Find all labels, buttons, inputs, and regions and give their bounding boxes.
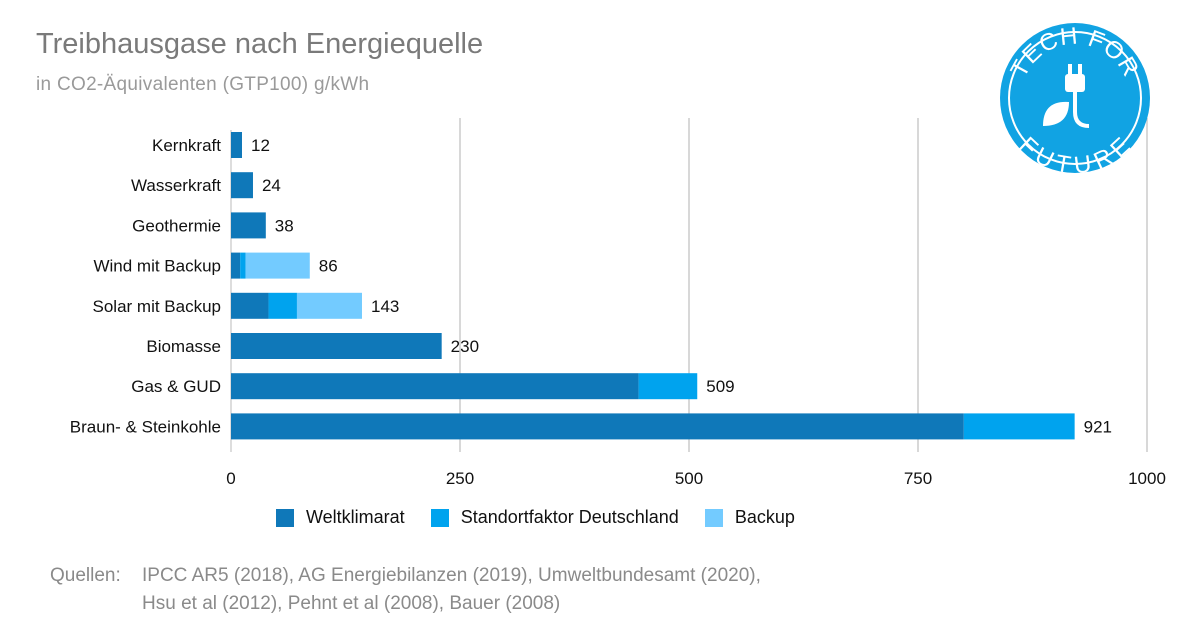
legend-item-backup: Backup [704,507,795,528]
legend-label: Weltklimarat [306,507,405,527]
chart-subtitle: in CO2-Äquivalenten (GTP100) g/kWh [36,74,370,95]
category-label: Biomasse [146,337,221,356]
legend: Weltklimarat Standortfaktor Deutschland … [276,507,821,528]
category-label: Geothermie [132,216,221,235]
category-label: Wasserkraft [131,176,221,195]
bar-segment [245,252,310,279]
data-label: 230 [451,337,479,356]
bar-segment [268,292,297,319]
category-label: Kernkraft [152,136,221,155]
bar-segment [231,373,639,400]
data-label: 86 [319,257,338,276]
sources-label: Quellen: [50,565,121,586]
bar-segment [240,252,246,279]
legend-item-standortfaktor: Standortfaktor Deutschland [430,507,679,528]
chart-title: Treibhausgase nach Energiequelle [36,28,484,60]
tech-for-future-logo: TECH FOR FUTURE [1000,22,1150,174]
bar-segment [638,373,698,400]
sources-line-2: Hsu et al (2012), Pehnt et al (2008), Ba… [142,593,561,614]
legend-label: Standortfaktor Deutschland [460,507,679,527]
bar-segment [231,252,241,279]
bar-segment [231,172,253,199]
bar-segment [296,292,362,319]
bar-segment [231,212,266,239]
bar-segment [231,413,964,440]
bar-segment [231,333,442,359]
x-tick-label: 250 [446,469,474,488]
data-label: 509 [706,377,734,396]
data-label: 12 [251,136,270,155]
bar-segment [231,292,269,319]
data-label: 24 [262,176,281,195]
x-tick-label: 500 [675,469,703,488]
category-label: Braun- & Steinkohle [70,417,221,436]
bar-segment [231,132,242,158]
legend-swatch [704,508,723,527]
category-label: Wind mit Backup [93,257,221,276]
legend-label: Backup [734,507,795,527]
data-label: 38 [275,216,294,235]
bar-segment [963,413,1075,440]
data-label: 143 [371,297,399,316]
category-label: Gas & GUD [131,377,221,396]
x-tick-label: 0 [226,469,235,488]
data-label: 921 [1084,417,1112,436]
x-tick-label: 750 [904,469,932,488]
logo-ring [1008,31,1142,165]
x-tick-label: 1000 [1128,469,1166,488]
legend-item-weltklimarat: Weltklimarat [276,507,405,528]
plug-leaf-icon [1043,64,1090,128]
category-label: Solar mit Backup [93,297,222,316]
legend-swatch [276,508,294,527]
sources-line-1: IPCC AR5 (2018), AG Energiebilanzen (201… [142,565,761,586]
legend-swatch [430,508,449,527]
sources: Quellen: IPCC AR5 (2018), AG Energiebilan… [50,562,761,618]
